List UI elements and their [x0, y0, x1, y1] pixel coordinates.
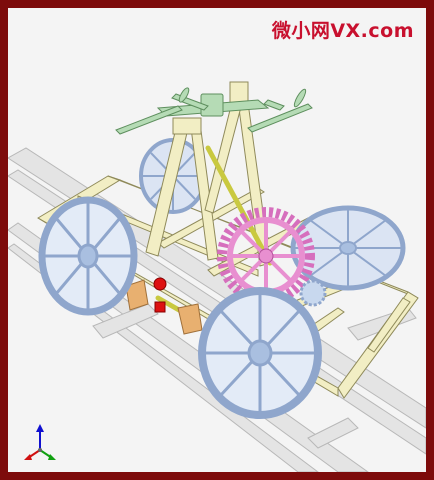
pump-handlebar[interactable]: [115, 87, 313, 135]
wheel-front-left: [38, 196, 138, 316]
3d-viewport[interactable]: 微小网VX.com: [8, 8, 426, 472]
axis-triad-icon: [24, 424, 56, 460]
linkage-joints: [153, 277, 167, 313]
wheel-rear-right: [290, 205, 406, 291]
sleeper: [92, 303, 159, 339]
watermark-logo: 微小网VX.com: [271, 20, 414, 42]
axle-brackets: [125, 279, 203, 335]
sleeper: [307, 417, 359, 449]
handcar-model-render: [8, 81, 426, 472]
pinion-gear: [299, 279, 327, 307]
wheel-front-right: [198, 287, 322, 419]
